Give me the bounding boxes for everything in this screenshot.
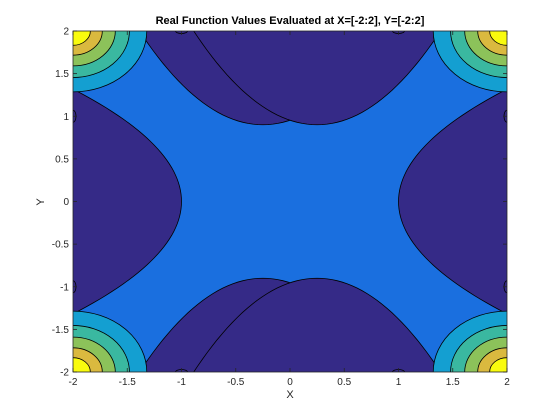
plot-frame [72,30,508,373]
y-tick-label: 2 [63,27,69,38]
y-tick-label: -0.5 [52,240,70,251]
contour-region-right [398,88,507,315]
contour-region-left [73,88,182,315]
x-tick-label: 1 [396,377,402,388]
x-tick-label: -1.5 [119,377,137,388]
contour-corner-bottom-left-level-5 [73,357,91,372]
contour-region-bottom-right [193,277,442,372]
contour-region-top-right [193,31,442,126]
x-tick-label: -0.5 [227,377,245,388]
y-tick-label: 1 [63,112,69,123]
y-axis-label: Y [35,198,47,206]
contour-corner-bottom-right-level-5 [489,357,507,372]
y-tick-label: 1.5 [55,69,69,80]
y-tick-label: -2 [60,368,69,379]
x-tick-label: -2 [69,377,78,388]
y-tick-label: 0.5 [55,154,69,165]
x-axis-label: X [286,389,294,401]
y-tick-label: -1.5 [52,325,70,336]
y-tick-label: 0 [63,197,69,208]
y-tick-label: -1 [60,282,69,293]
x-tick-label: 1.5 [446,377,460,388]
chart-title: Real Function Values Evaluated at X=[-2:… [156,15,425,27]
x-tick-label: -1 [177,377,186,388]
x-tick-label: 2 [504,377,510,388]
x-tick-label: 0 [287,377,293,388]
x-tick-label: 0.5 [337,377,351,388]
